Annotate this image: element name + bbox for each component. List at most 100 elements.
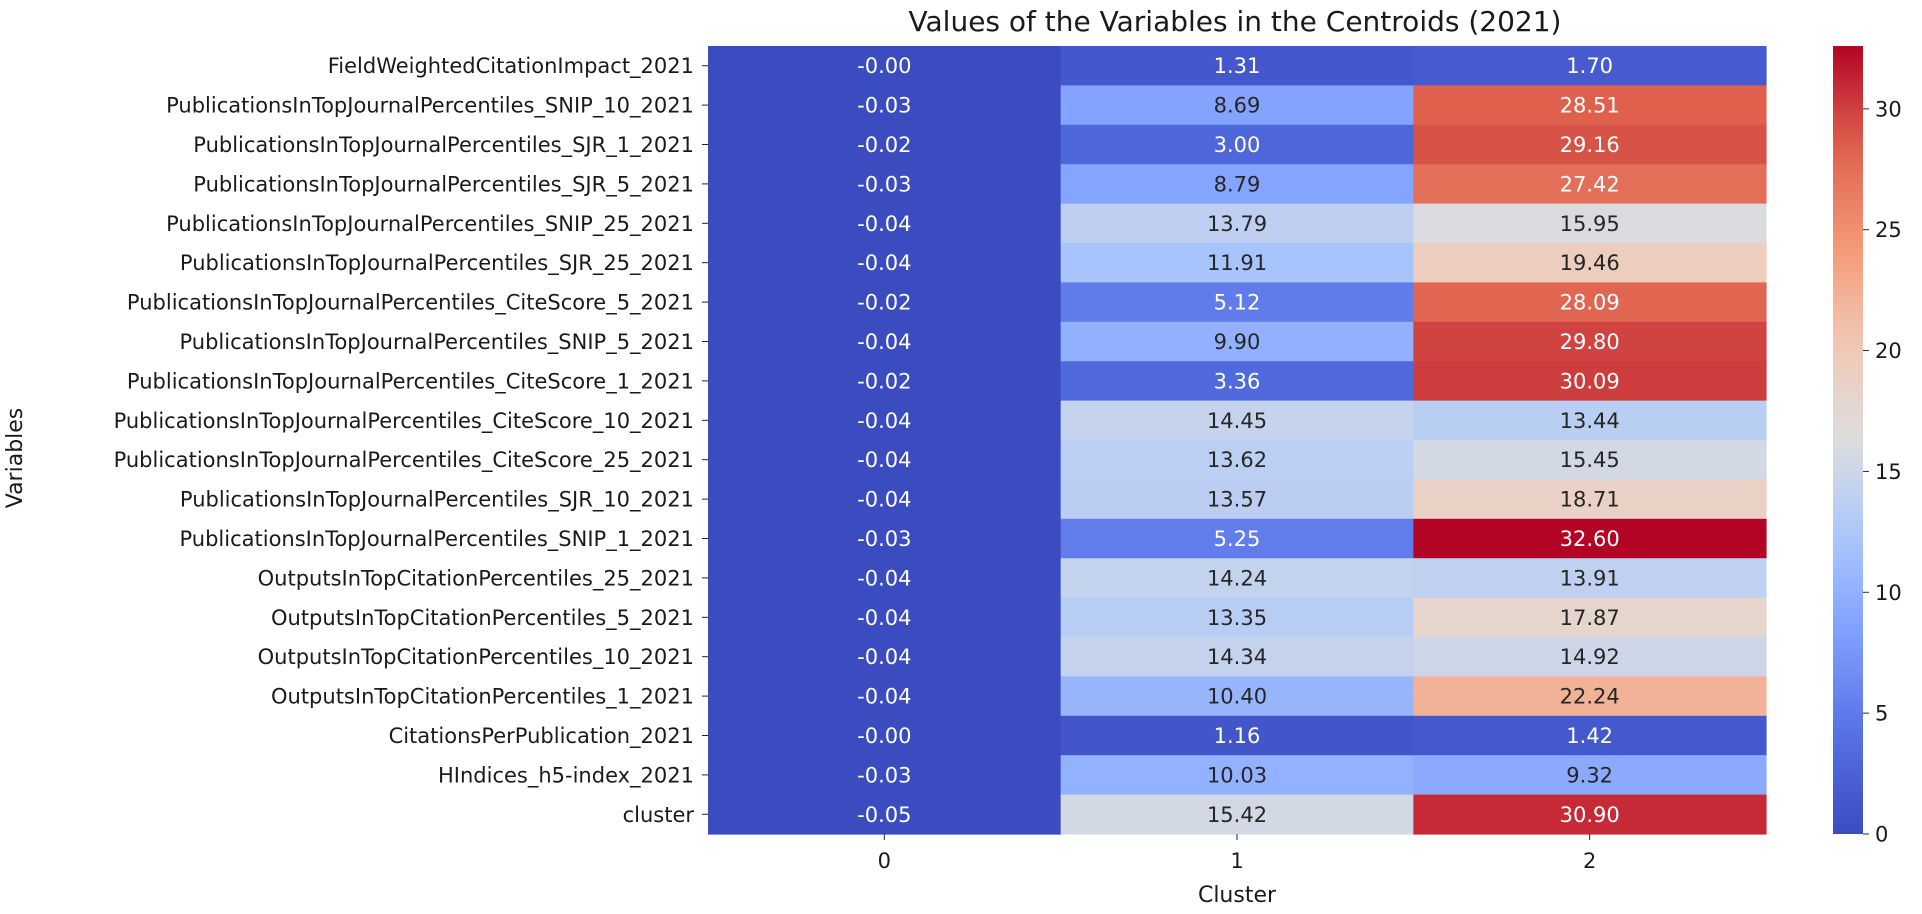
row-label: PublicationsInTopJournalPercentiles_SNIP…: [166, 212, 694, 237]
heatmap-cell: [708, 282, 1062, 323]
cell-value-label: -0.04: [857, 488, 911, 512]
cell-value-label: 14.92: [1560, 645, 1620, 669]
heatmap-cell: [1413, 794, 1767, 835]
cell-value-label: 13.57: [1207, 488, 1267, 512]
heatmap-cell: [1060, 637, 1414, 677]
cell-value-label: 15.42: [1207, 803, 1267, 827]
cell-value-label: -0.02: [857, 291, 911, 315]
heatmap-cell: [1060, 755, 1414, 796]
row-label: PublicationsInTopJournalPercentiles_SJR_…: [193, 172, 694, 197]
heatmap-cell: [1413, 203, 1767, 244]
cell-value-label: -0.00: [857, 54, 911, 78]
heatmap-cell: [708, 164, 1062, 205]
colorbar-tick-label: 10: [1875, 581, 1902, 605]
cell-value-label: -0.04: [857, 566, 911, 590]
cell-value-label: 32.60: [1560, 527, 1620, 551]
column-label: 0: [878, 849, 891, 873]
row-label: PublicationsInTopJournalPercentiles_SJR_…: [180, 488, 694, 513]
heatmap-cell: [1413, 676, 1767, 717]
cell-value-label: 5.12: [1214, 291, 1261, 315]
heatmap-cell: [1060, 558, 1414, 599]
cell-value-label: -0.04: [857, 448, 911, 472]
heatmap-cell: [1060, 321, 1414, 362]
heatmap-cell: [1413, 85, 1767, 126]
heatmap-cell: [708, 400, 1062, 441]
heatmap-cell: [1060, 676, 1414, 717]
colorbar-tick-label: 25: [1875, 218, 1902, 242]
heatmap-cell: [1060, 518, 1414, 559]
cell-value-label: 13.79: [1207, 212, 1267, 236]
heatmap-cell: [1413, 755, 1767, 796]
cell-value-label: 8.69: [1214, 94, 1261, 118]
cell-value-label: 27.42: [1560, 172, 1620, 196]
heatmap-cell: [1413, 361, 1767, 402]
colorbar-tick-label: 0: [1875, 823, 1888, 847]
heatmap-cell: [1060, 400, 1414, 441]
row-label: PublicationsInTopJournalPercentiles_Cite…: [127, 369, 694, 394]
colorbar-tick-label: 5: [1875, 702, 1888, 726]
cell-value-label: 13.62: [1207, 448, 1267, 472]
heatmap-cell: [1060, 203, 1414, 244]
cell-value-label: 11.91: [1207, 251, 1267, 275]
heatmap-cell: [1413, 479, 1767, 520]
row-label: PublicationsInTopJournalPercentiles_SNIP…: [180, 527, 695, 552]
chart-title: Values of the Variables in the Centroids…: [909, 5, 1562, 38]
cell-value-label: 29.16: [1560, 133, 1620, 157]
cell-value-label: -0.02: [857, 133, 911, 157]
heatmap-cell: [1413, 243, 1767, 283]
cell-value-label: 9.32: [1566, 763, 1613, 787]
heatmap-cell: [1060, 794, 1414, 835]
heatmap-cell: [708, 203, 1062, 244]
heatmap-cell: [708, 755, 1062, 796]
colorbar-tick-label: 20: [1875, 339, 1902, 363]
heatmap-cell: [1060, 715, 1414, 756]
cell-value-label: -0.05: [857, 803, 911, 827]
cell-value-label: 8.79: [1214, 172, 1261, 196]
cell-value-label: -0.04: [857, 330, 911, 354]
cell-value-label: -0.03: [857, 763, 911, 787]
row-label: FieldWeightedCitationImpact_2021: [328, 54, 694, 79]
row-label: OutputsInTopCitationPercentiles_1_2021: [271, 685, 694, 710]
row-label: OutputsInTopCitationPercentiles_25_2021: [258, 566, 694, 591]
column-labels: 0 1 2: [878, 834, 1596, 873]
heatmap-cell: [708, 243, 1062, 283]
cell-value-label: -0.03: [857, 94, 911, 118]
row-label: OutputsInTopCitationPercentiles_5_2021: [271, 606, 694, 631]
cell-value-label: 1.42: [1566, 724, 1613, 748]
heatmap-cell: [1413, 715, 1767, 756]
colorbar-tick-label: 30: [1875, 97, 1902, 121]
cell-value-label: 15.45: [1560, 448, 1620, 472]
heatmap-cell: [1060, 282, 1414, 323]
heatmap-cell: [1060, 243, 1414, 283]
heatmap-cell: [708, 597, 1062, 638]
heatmap-cell: [708, 440, 1062, 480]
heatmap-cell: [1060, 85, 1414, 126]
heatmap-cell: [1413, 124, 1767, 165]
row-label: PublicationsInTopJournalPercentiles_SNIP…: [166, 94, 694, 119]
cell-value-label: -0.04: [857, 645, 911, 669]
cell-value-label: 29.80: [1560, 330, 1620, 354]
cell-value-label: 14.24: [1207, 566, 1267, 590]
cell-value-label: -0.03: [857, 527, 911, 551]
row-label: PublicationsInTopJournalPercentiles_Cite…: [127, 291, 694, 316]
heatmap-cell: [1060, 361, 1414, 402]
cell-value-label: 17.87: [1560, 606, 1620, 630]
cell-value-label: 10.03: [1207, 763, 1267, 787]
heatmap-cell: [1060, 440, 1414, 480]
heatmap-cell: [1413, 637, 1767, 677]
row-label: cluster: [623, 803, 695, 827]
cell-value-label: 28.51: [1560, 94, 1620, 118]
x-axis-label: Cluster: [1198, 883, 1277, 908]
heatmap-cell: [1060, 164, 1414, 205]
row-label: PublicationsInTopJournalPercentiles_Cite…: [114, 448, 694, 473]
heatmap-cell: [1060, 124, 1414, 165]
heatmap-cell: [708, 794, 1062, 835]
row-label: OutputsInTopCitationPercentiles_10_2021: [258, 645, 694, 670]
cell-value-label: 15.95: [1560, 212, 1620, 236]
cell-value-label: 14.45: [1207, 409, 1267, 433]
cell-value-label: 28.09: [1560, 291, 1620, 315]
cell-value-label: 1.70: [1566, 54, 1613, 78]
cell-value-label: -0.04: [857, 251, 911, 275]
heatmap-cell: [1413, 400, 1767, 441]
